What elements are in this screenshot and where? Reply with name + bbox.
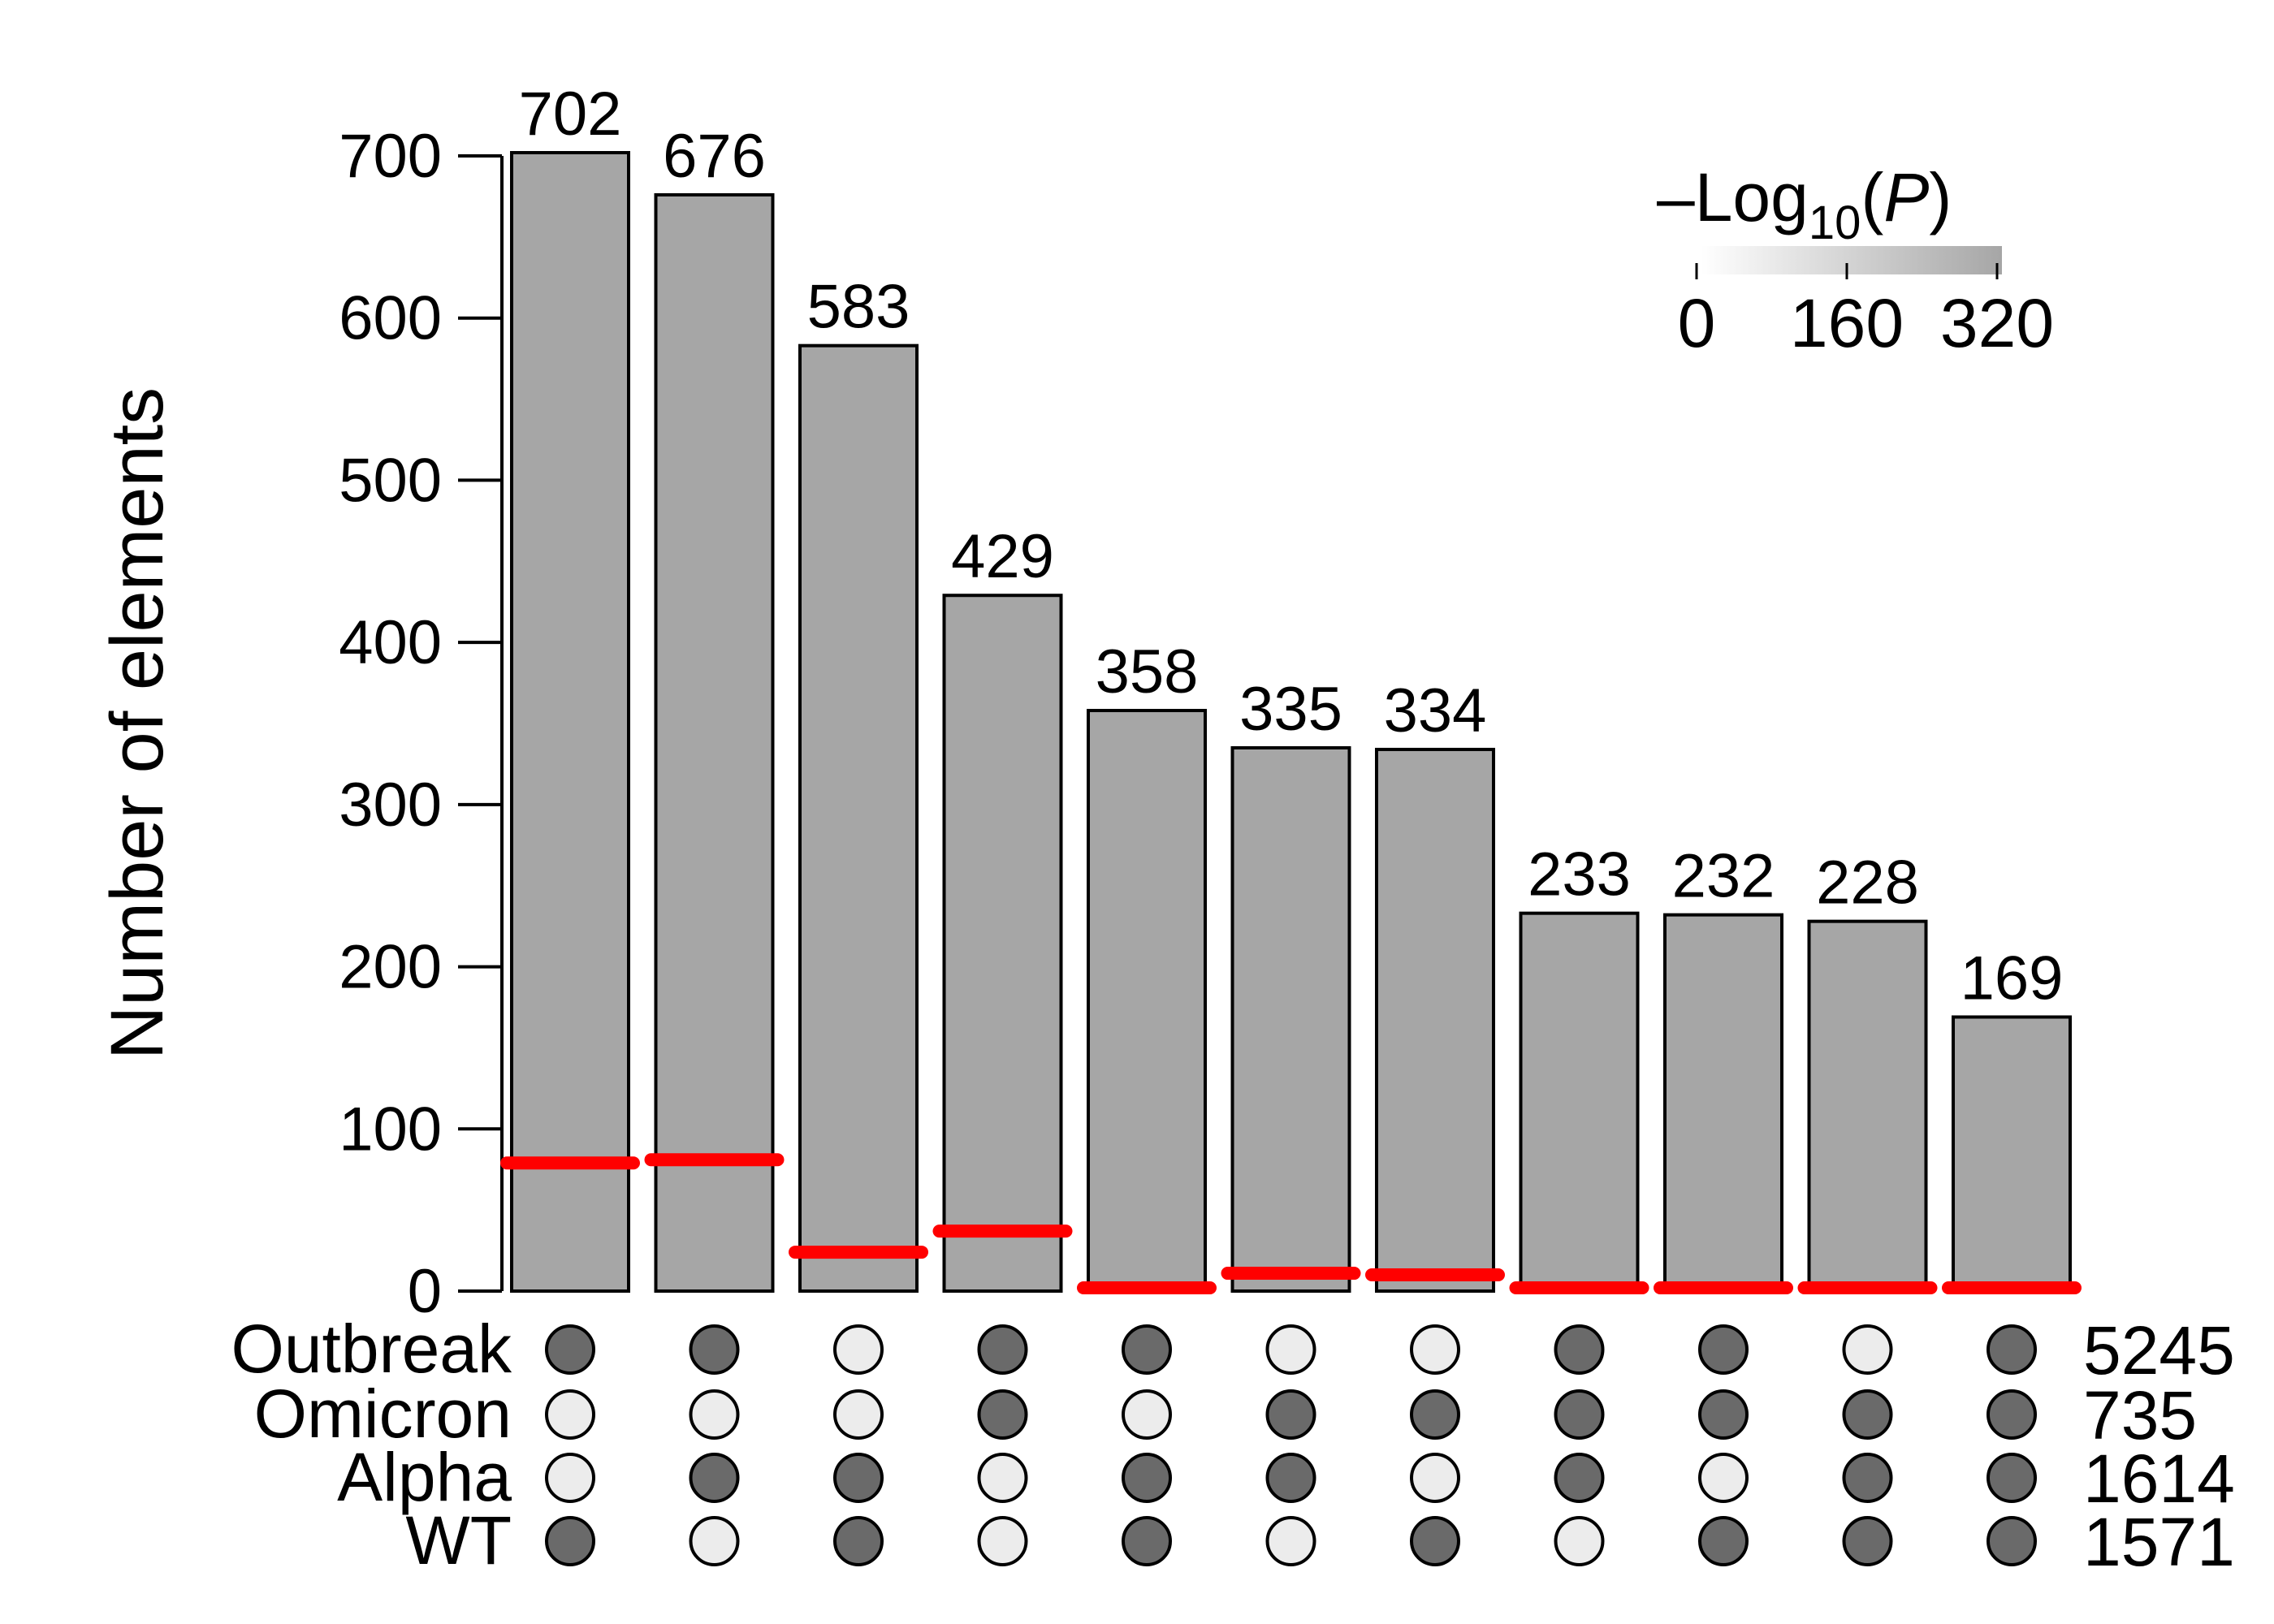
set-size-label: 1571 bbox=[2083, 1504, 2235, 1580]
y-axis: 0 100 200 300 400 500 600 700 Number of elements bbox=[96, 122, 504, 1326]
membership-dot-empty bbox=[1698, 1453, 1749, 1503]
bar-value-label: 702 bbox=[519, 80, 622, 149]
bar bbox=[942, 594, 1063, 1293]
bar-value-label: 334 bbox=[1384, 676, 1487, 745]
y-tick-label: 300 bbox=[339, 771, 442, 840]
legend-title: –Log10(P) bbox=[1657, 159, 1952, 249]
bars: 702 676 583 429 358 335 334 233 232 228 169 bbox=[500, 80, 2082, 1294]
membership-dot-filled bbox=[1698, 1389, 1749, 1440]
set-name-label: Omicron bbox=[254, 1376, 512, 1452]
legend-tick-label: 320 bbox=[1940, 285, 2054, 361]
bar bbox=[654, 192, 775, 1294]
y-axis-label: Number of elements bbox=[96, 387, 179, 1060]
set-name-label: WT bbox=[405, 1502, 512, 1579]
bar-value-label: 676 bbox=[663, 122, 766, 191]
y-tick-label: 100 bbox=[339, 1095, 442, 1164]
membership-dot-empty bbox=[1842, 1324, 1893, 1375]
membership-dot-filled bbox=[545, 1516, 595, 1566]
membership-dot-empty bbox=[1265, 1324, 1316, 1375]
bar bbox=[510, 151, 630, 1293]
membership-dot-filled bbox=[1698, 1324, 1749, 1375]
membership-dot-filled bbox=[1987, 1516, 2037, 1566]
membership-dot-filled bbox=[833, 1453, 884, 1503]
membership-dot-empty bbox=[1554, 1516, 1605, 1566]
bar-value-label: 233 bbox=[1528, 840, 1631, 909]
membership-dot-empty bbox=[977, 1453, 1028, 1503]
membership-dot-filled bbox=[1987, 1453, 2037, 1503]
bar-value-label: 583 bbox=[807, 273, 910, 342]
membership-dot-empty bbox=[545, 1453, 595, 1503]
bar-value-label: 232 bbox=[1672, 842, 1775, 911]
bar bbox=[1230, 745, 1351, 1293]
legend-gradient-bar bbox=[1701, 246, 2002, 274]
membership-dot-filled bbox=[833, 1516, 884, 1566]
set-size-label: 5245 bbox=[2083, 1312, 2235, 1389]
membership-dot-empty bbox=[1410, 1324, 1460, 1375]
membership-dot-filled bbox=[545, 1324, 595, 1375]
y-tick-label: 500 bbox=[339, 446, 442, 515]
membership-matrix: Outbreak 5245 Omicron 735 Alpha 1614 WT 1571 bbox=[231, 1311, 2234, 1580]
membership-dot-filled bbox=[1265, 1389, 1316, 1440]
membership-dot-empty bbox=[1122, 1389, 1172, 1440]
membership-dot-empty bbox=[689, 1516, 740, 1566]
membership-dot-filled bbox=[1554, 1453, 1605, 1503]
bar-value-label: 169 bbox=[1961, 944, 2064, 1013]
bar bbox=[1087, 709, 1207, 1293]
membership-dot-empty bbox=[833, 1389, 884, 1440]
membership-dot-filled bbox=[1554, 1389, 1605, 1440]
membership-dot-filled bbox=[1265, 1453, 1316, 1503]
membership-dot-filled bbox=[1842, 1453, 1893, 1503]
membership-dot-filled bbox=[1554, 1324, 1605, 1375]
y-tick-label: 200 bbox=[339, 933, 442, 1002]
membership-dot-filled bbox=[1987, 1324, 2037, 1375]
membership-dot-empty bbox=[689, 1389, 740, 1440]
bar bbox=[1807, 919, 1928, 1294]
membership-dot-filled bbox=[1410, 1389, 1460, 1440]
membership-dot-empty bbox=[545, 1389, 595, 1440]
bar-value-label: 228 bbox=[1816, 849, 1919, 918]
membership-dot-filled bbox=[1987, 1389, 2037, 1440]
membership-dot-filled bbox=[1122, 1324, 1172, 1375]
membership-dot-empty bbox=[833, 1324, 884, 1375]
legend: –Log10(P) 0 160 320 bbox=[1657, 159, 2054, 361]
membership-dot-filled bbox=[1410, 1516, 1460, 1566]
y-tick-label: 600 bbox=[339, 284, 442, 353]
bar-value-label: 429 bbox=[951, 522, 1054, 591]
y-tick-label: 400 bbox=[339, 608, 442, 677]
membership-dot-empty bbox=[977, 1516, 1028, 1566]
bar bbox=[1952, 1015, 2072, 1294]
legend-tick-label: 0 bbox=[1678, 285, 1716, 361]
membership-dot-empty bbox=[1265, 1516, 1316, 1566]
membership-dot-filled bbox=[689, 1324, 740, 1375]
membership-dot-filled bbox=[1122, 1453, 1172, 1503]
membership-dot-filled bbox=[689, 1453, 740, 1503]
bar-value-label: 335 bbox=[1239, 675, 1342, 744]
bar-value-label: 358 bbox=[1096, 637, 1199, 706]
membership-dot-empty bbox=[1410, 1453, 1460, 1503]
y-tick-label: 0 bbox=[408, 1257, 442, 1326]
set-size-label: 1614 bbox=[2083, 1440, 2235, 1517]
bar bbox=[798, 343, 919, 1293]
y-tick-label: 700 bbox=[339, 122, 442, 191]
bar bbox=[1375, 747, 1495, 1293]
set-name-label: Alpha bbox=[337, 1439, 512, 1515]
membership-dot-filled bbox=[977, 1324, 1028, 1375]
set-size-label: 735 bbox=[2083, 1377, 2197, 1453]
membership-dot-filled bbox=[977, 1389, 1028, 1440]
membership-dot-filled bbox=[1842, 1516, 1893, 1566]
bar bbox=[1663, 913, 1783, 1293]
membership-dot-filled bbox=[1122, 1516, 1172, 1566]
membership-dot-filled bbox=[1842, 1389, 1893, 1440]
legend-tick-label: 160 bbox=[1790, 285, 1904, 361]
set-name-label: Outbreak bbox=[231, 1311, 512, 1387]
bar bbox=[1519, 911, 1640, 1294]
membership-dot-filled bbox=[1698, 1516, 1749, 1566]
